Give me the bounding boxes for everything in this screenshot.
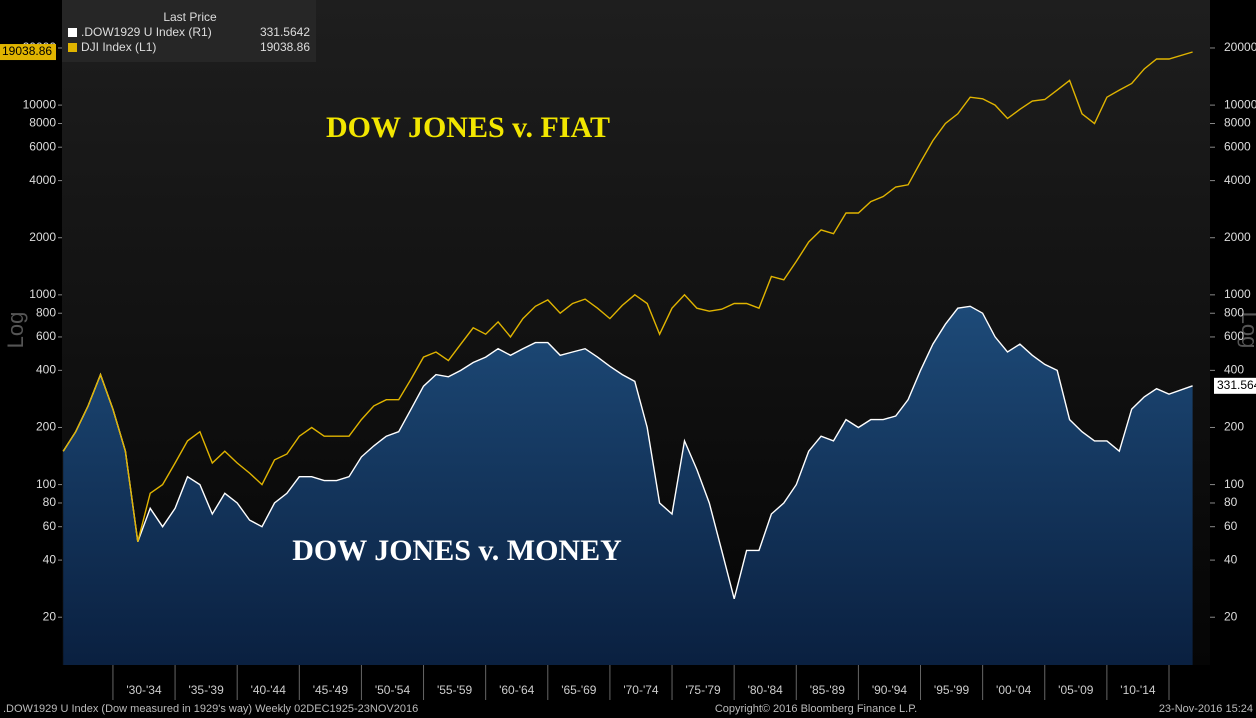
y2-tick-label: 100 [1224,477,1244,491]
x-tick-label: '85-'89 [810,683,846,697]
y-tick-label: 200 [36,420,56,434]
x-tick-label: '60-'64 [499,683,535,697]
y-tick-label: 1000 [29,287,56,301]
legend-swatch [68,28,77,37]
y-axis-label: Log [3,312,28,349]
y-tick-label: 400 [36,363,56,377]
annotation: DOW JONES v. MONEY [292,534,622,567]
y-tick-label: 20 [43,609,57,623]
x-tick-label: '40-'44 [251,683,287,697]
legend-label: .DOW1929 U Index (R1) [81,25,212,39]
y-tick-label: 100 [36,477,56,491]
x-tick-label: '55-'59 [437,683,473,697]
y-tick-label: 6000 [29,139,56,153]
y2-tick-label: 200 [1224,420,1244,434]
x-tick-label: '35-'39 [188,683,224,697]
y2-tick-label: 40 [1224,552,1238,566]
y2-tick-label: 80 [1224,495,1238,509]
y2-axis-label: Log [1237,312,1256,349]
x-tick-label: '10-'14 [1120,683,1156,697]
legend-value: 19038.86 [260,40,310,54]
y-tick-label: 600 [36,329,56,343]
y-tick-label: 10000 [23,97,57,111]
x-tick-label: '05-'09 [1058,683,1094,697]
last-value-label: 19038.86 [2,44,52,58]
footer: .DOW1929 U Index (Dow measured in 1929's… [3,703,418,715]
y2-tick-label: 20000 [1224,40,1256,54]
legend-value: 331.5642 [260,25,310,39]
x-tick-label: '80-'84 [748,683,784,697]
y2-tick-label: 800 [1224,305,1244,319]
last-value-tag [0,44,56,61]
x-tick-label: '75-'79 [685,683,721,697]
y-tick-label: 80 [43,495,57,509]
y-tick-label: 4000 [29,173,56,187]
x-tick-label: '95-'99 [934,683,970,697]
y-tick-label: 2000 [29,230,56,244]
line [62,305,1193,599]
x-tick-label: '65-'69 [561,683,597,697]
x-tick-label: '45-'49 [313,683,349,697]
y-tick-label: 800 [36,305,56,319]
x-tick-label: '00-'04 [996,683,1032,697]
y2-tick-label: 400 [1224,363,1244,377]
y-tick-label: 60 [43,519,57,533]
last-value-tag [1214,377,1256,394]
y2-tick-label: 10000 [1224,97,1256,111]
annotation: DOW JONES v. FIAT [326,111,610,144]
footer: Copyright© 2016 Bloomberg Finance L.P. [715,703,917,715]
legend-swatch [68,43,77,52]
y2-tick-label: 60 [1224,519,1238,533]
footer: 23-Nov-2016 15:24 [1159,703,1253,715]
legend-title: Last Price [163,10,217,24]
line [62,51,1193,542]
x-tick-label: '50-'54 [375,683,411,697]
y2-tick-label: 4000 [1224,173,1251,187]
y2-tick-label: 600 [1224,329,1244,343]
x-axis-band [62,665,1210,700]
x-tick-label: '90-'94 [872,683,908,697]
last-value-label: 331.5642 [1217,378,1256,392]
y-tick-label: 8000 [29,116,56,130]
legend [62,0,316,62]
y2-tick-label: 20 [1224,609,1238,623]
y-tick-label: 40 [43,552,57,566]
y2-tick-label: 2000 [1224,230,1251,244]
y2-tick-label: 8000 [1224,116,1251,130]
legend-label: DJI Index (L1) [81,40,156,54]
y2-tick-label: 1000 [1224,287,1251,301]
x-tick-label: '30-'34 [126,683,162,697]
x-tick-label: '70-'74 [623,683,659,697]
y2-tick-label: 6000 [1224,139,1251,153]
